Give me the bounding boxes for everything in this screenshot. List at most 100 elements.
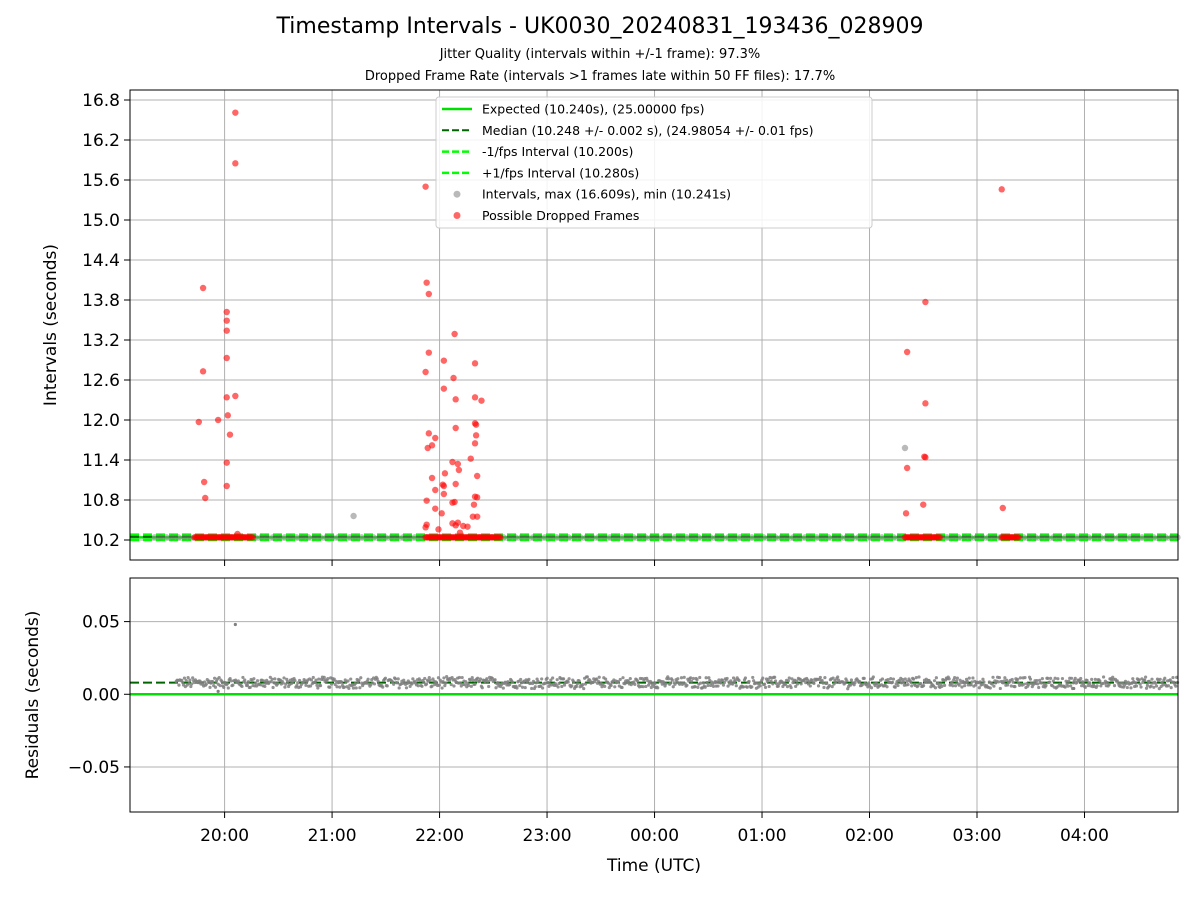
residual-point [869, 686, 874, 690]
residual-point [540, 686, 545, 690]
residual-point [822, 685, 826, 690]
residual-point [958, 678, 962, 682]
residual-point [245, 683, 250, 687]
dropped-frame-point [922, 454, 929, 461]
dropped-frame-point [472, 421, 480, 428]
dropped-frame-point [922, 298, 929, 306]
residual-point [1022, 682, 1026, 686]
residual-point [536, 679, 540, 683]
residual-point [1079, 676, 1083, 681]
residual-point [258, 683, 262, 687]
dropped-frame-point [467, 455, 474, 462]
interval-point [736, 534, 744, 541]
residual-point [721, 683, 726, 687]
legend-label: +1/fps Interval (10.280s) [482, 165, 639, 180]
dropped-frame-point [200, 478, 208, 486]
time-x-axis-label: Time (UTC) [606, 856, 701, 876]
interval-point [967, 534, 974, 541]
interval-point [973, 534, 980, 541]
interval-point [512, 534, 519, 541]
residual-point [229, 679, 233, 683]
residual-point [510, 680, 515, 684]
dropped-frame-point [195, 418, 202, 426]
interval-point [772, 534, 779, 541]
residual-point [954, 679, 959, 683]
residual-point [1101, 675, 1106, 679]
residual-point [333, 682, 337, 687]
residual-point [1145, 683, 1150, 687]
residual-point [1035, 679, 1039, 683]
residual-point [1002, 679, 1006, 683]
intervals-y-axis-label: Intervals (seconds) [41, 244, 61, 406]
residual-point [689, 679, 694, 683]
residual-point [831, 676, 835, 680]
residual-point [853, 681, 857, 685]
interval-point [257, 534, 265, 541]
residual-point [450, 676, 454, 680]
dropped-frame-point [472, 432, 480, 439]
residual-point [955, 676, 959, 680]
residual-point [747, 679, 751, 684]
residuals-y-axis-label: Residuals (seconds) [23, 611, 43, 780]
residual-point [1067, 679, 1071, 683]
residual-point [670, 678, 674, 682]
interval-point [766, 534, 773, 541]
residual-point [473, 682, 477, 686]
interval-point [311, 534, 318, 541]
residual-point [314, 678, 318, 682]
residual-point [671, 685, 675, 689]
interval-point [411, 534, 419, 541]
residual-point [581, 683, 585, 687]
interval-point [624, 534, 631, 541]
residual-point [226, 686, 230, 690]
intervals-y-tick-label: 12.6 [82, 371, 120, 391]
residual-point [328, 685, 332, 689]
residual-point [862, 676, 866, 680]
residual-point [486, 679, 490, 683]
residual-point [774, 682, 779, 686]
interval-point [1156, 534, 1163, 541]
residual-point [664, 682, 668, 686]
dropped-frame-point [199, 284, 207, 292]
residual-point [616, 680, 621, 684]
residual-point [207, 679, 211, 683]
residual-point [998, 686, 1002, 691]
residual-point [347, 686, 351, 690]
residual-point [977, 686, 981, 690]
residual-point [646, 679, 650, 683]
time-x-tick-label: 20:00 [200, 826, 249, 846]
interval-point [1067, 534, 1075, 541]
residual-point [1166, 684, 1171, 688]
residual-point [969, 683, 973, 687]
interval-point [299, 534, 306, 541]
dropped-frame-point [214, 416, 222, 424]
residual-point [508, 682, 512, 687]
dropped-frame-point [223, 327, 230, 334]
interval-point [636, 534, 643, 541]
residual-point [1063, 685, 1067, 689]
interval-point [654, 534, 661, 541]
residual-point [381, 685, 385, 689]
residual-point [437, 683, 441, 687]
interval-point [884, 534, 891, 541]
residual-point [583, 682, 588, 686]
interval-point [985, 534, 992, 541]
interval-point [181, 534, 188, 541]
residual-point [480, 686, 484, 690]
residual-point [1060, 676, 1065, 681]
residual-point [711, 684, 716, 689]
interval-point [1073, 534, 1081, 541]
residual-point [845, 679, 849, 683]
dropped-frame-point [449, 458, 456, 466]
residual-point [531, 679, 536, 683]
dropped-frame-point [456, 529, 464, 536]
interval-point [943, 534, 951, 541]
residual-point [317, 677, 321, 681]
interval-point [506, 534, 513, 541]
interval-point [1038, 534, 1045, 541]
residual-point [1133, 681, 1138, 685]
interval-point [417, 534, 424, 541]
dropped-frame-point [464, 523, 471, 530]
residual-point [676, 677, 680, 681]
residual-point [1107, 682, 1111, 687]
